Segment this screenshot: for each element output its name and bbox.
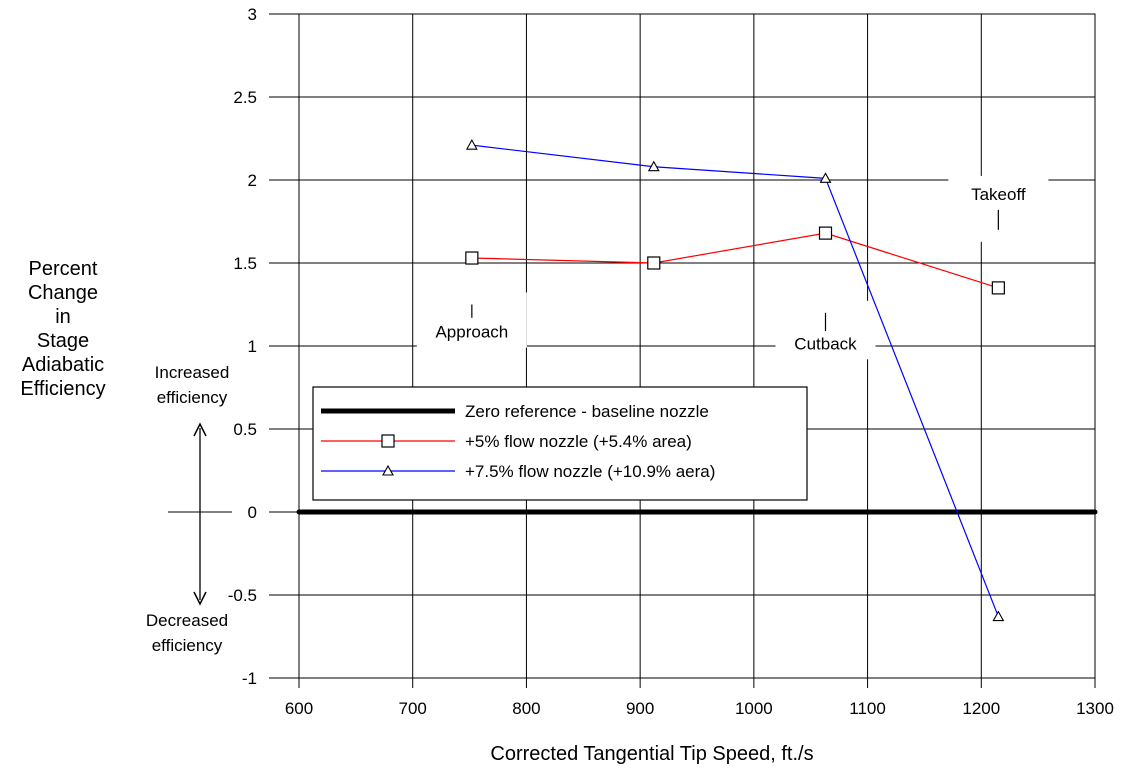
legend-label: Zero reference - baseline nozzle: [465, 402, 709, 421]
triangle-marker: [819, 172, 832, 183]
x-tick-label: 1100: [849, 699, 886, 718]
annotation-label: Cutback: [794, 334, 857, 353]
triangle-marker: [647, 160, 660, 172]
y-tick-label: 3: [248, 5, 257, 24]
decreased-efficiency-label: efficiency: [152, 636, 223, 655]
x-tick-label: 700: [399, 699, 427, 718]
x-axis-title: Corrected Tangential Tip Speed, ft./s: [490, 743, 813, 765]
triangle-marker: [992, 610, 1005, 622]
annotation-mask: [416, 292, 527, 348]
efficiency-direction-labels: Increased efficiency Decreased efficiency: [146, 363, 232, 655]
legend-label: +5% flow nozzle (+5.4% area): [465, 432, 692, 451]
increased-efficiency-label: efficiency: [157, 388, 228, 407]
annotation-mask: [948, 175, 1049, 242]
square-marker: [647, 256, 661, 270]
square-marker: [465, 251, 479, 265]
legend-label: +7.5% flow nozzle (+10.9% aera): [465, 462, 715, 481]
x-tick-label: 1300: [1076, 699, 1114, 718]
y-axis-title-line: Change: [28, 282, 98, 304]
decreased-efficiency-label: Decreased: [146, 611, 228, 630]
y-tick-label: 0: [248, 503, 257, 522]
annotation-label: Approach: [435, 323, 508, 342]
legend-box: [312, 386, 808, 501]
triangle-marker: [465, 139, 478, 150]
legend-triangle-marker: [382, 464, 394, 476]
square-marker: [991, 281, 1005, 295]
square-marker: [818, 226, 833, 240]
x-tick-label: 1000: [735, 699, 773, 718]
series-group: [296, 139, 1098, 622]
y-axis-title-line: Adiabatic: [22, 354, 104, 376]
y-tick-label: 0.5: [233, 420, 257, 439]
series-line-1: [471, 232, 999, 289]
arrow-up-icon: [193, 422, 207, 437]
annotations: Approach Cutback Takeoff: [416, 175, 1049, 360]
x-tick-label: 900: [626, 699, 654, 718]
y-axis-title-line: Percent: [29, 258, 98, 280]
y-tick-label: 2.5: [233, 88, 257, 107]
annotation-label: Takeoff: [971, 185, 1026, 204]
y-axis-title-line: in: [55, 306, 71, 328]
series-line-2: [471, 144, 999, 618]
y-tick-label: -1: [242, 669, 257, 688]
y-axis-title-line: Stage: [37, 330, 89, 352]
y-tick-label: -0.5: [228, 586, 257, 605]
x-tick-labels: 600 700 800 900 1000 1100 1200 1300: [285, 699, 1114, 718]
x-tick-label: 800: [512, 699, 540, 718]
increased-efficiency-label: Increased: [155, 363, 230, 382]
y-tick-labels: -1 -0.5 0 0.5 1 1.5 2 2.5 3: [228, 5, 257, 688]
arrow-down-icon: [193, 591, 207, 606]
y-tick-label: 1: [248, 337, 257, 356]
x-tick-label: 1200: [962, 699, 1000, 718]
legend-square-marker: [381, 434, 395, 448]
y-tick-label: 1.5: [233, 254, 257, 273]
legend: Zero reference - baseline nozzle +5% flow…: [312, 386, 808, 501]
y-tick-label: 2: [248, 171, 257, 190]
x-tick-label: 600: [285, 699, 313, 718]
y-axis-title-line: Efficiency: [20, 378, 105, 400]
